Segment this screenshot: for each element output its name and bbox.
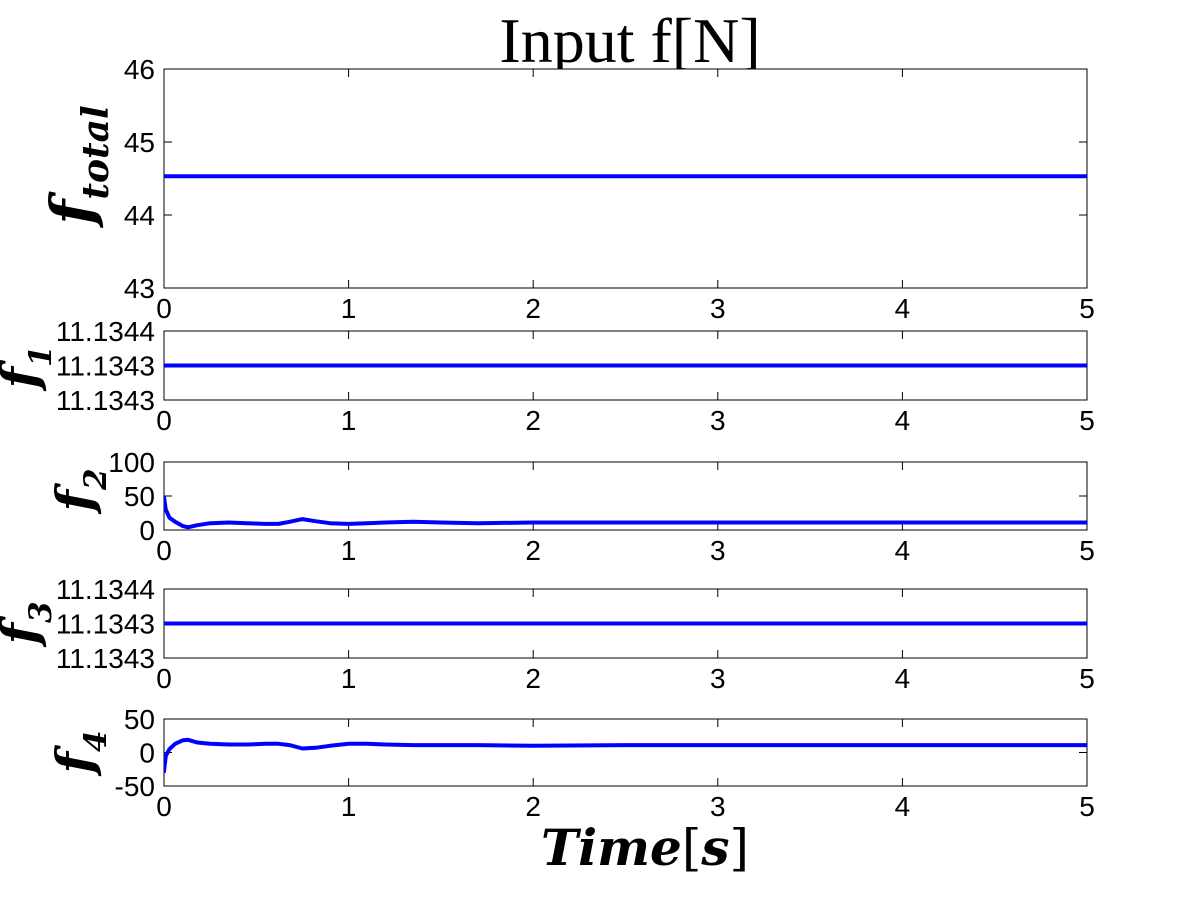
x-tick-label: 1 bbox=[341, 663, 357, 694]
y-tick-label: 11.1343 bbox=[56, 385, 155, 416]
x-tick-label: 2 bbox=[525, 535, 541, 566]
y-tick-label: 50 bbox=[124, 704, 155, 735]
axes-frame bbox=[163, 68, 1088, 289]
x-axis-label-open: [ bbox=[682, 819, 702, 877]
x-tick-label: 3 bbox=[710, 293, 726, 324]
x-axis-label-unit: s bbox=[700, 818, 729, 877]
x-tick-label: 0 bbox=[156, 663, 172, 694]
y-axis-label-subscript: 2 bbox=[78, 468, 114, 491]
y-tick-label: 50 bbox=[124, 481, 155, 512]
y-tick-label: 43 bbox=[124, 273, 155, 304]
x-tick-label: 3 bbox=[710, 535, 726, 566]
x-tick-label: 5 bbox=[1079, 535, 1095, 566]
x-tick-label: 0 bbox=[156, 791, 172, 822]
x-tick-label: 3 bbox=[710, 405, 726, 436]
y-axis-label-subscript: total bbox=[75, 105, 117, 199]
y-tick-label: 100 bbox=[108, 447, 155, 478]
x-tick-label: 0 bbox=[156, 405, 172, 436]
y-axis-label-subscript: 4 bbox=[78, 730, 114, 752]
x-tick-label: 3 bbox=[710, 663, 726, 694]
y-tick-label: 11.1343 bbox=[56, 643, 155, 674]
x-tick-label: 4 bbox=[895, 663, 911, 694]
y-tick-label: 11.1344 bbox=[56, 574, 155, 605]
x-axis-label-close: ] bbox=[730, 819, 750, 877]
y-tick-label: 0 bbox=[139, 515, 155, 546]
series-line bbox=[164, 495, 1087, 530]
x-axis-label: Time[s] bbox=[541, 818, 749, 877]
x-tick-label: 2 bbox=[525, 791, 541, 822]
x-tick-label: 4 bbox=[895, 535, 911, 566]
x-axis-label-main: Time bbox=[541, 818, 682, 877]
y-axis-label-subscript: 1 bbox=[23, 345, 59, 367]
y-tick-label: 11.1343 bbox=[56, 351, 155, 382]
x-tick-label: 1 bbox=[341, 791, 357, 822]
x-tick-label: 5 bbox=[1079, 791, 1095, 822]
y-tick-label: 0 bbox=[139, 738, 155, 769]
x-tick-label: 0 bbox=[156, 293, 172, 324]
x-tick-label: 1 bbox=[341, 405, 357, 436]
y-axis-label-subscript: 3 bbox=[23, 601, 59, 623]
x-tick-label: 2 bbox=[525, 405, 541, 436]
x-tick-label: 4 bbox=[895, 293, 911, 324]
y-tick-label: 11.1343 bbox=[56, 609, 155, 640]
x-tick-label: 4 bbox=[895, 791, 911, 822]
y-tick-label: 11.1344 bbox=[56, 316, 155, 347]
y-tick-label: 46 bbox=[124, 54, 155, 85]
x-tick-label: 0 bbox=[156, 535, 172, 566]
figure-title: Input f[N] bbox=[499, 5, 760, 76]
y-tick-label: -50 bbox=[115, 771, 155, 802]
x-tick-label: 5 bbox=[1079, 293, 1095, 324]
x-tick-label: 1 bbox=[341, 535, 357, 566]
x-tick-label: 3 bbox=[710, 791, 726, 822]
series-line bbox=[164, 737, 1087, 774]
x-tick-label: 5 bbox=[1079, 405, 1095, 436]
x-tick-label: 2 bbox=[525, 293, 541, 324]
x-tick-label: 4 bbox=[895, 405, 911, 436]
axes-frame bbox=[163, 718, 1088, 787]
axes-frame bbox=[163, 461, 1088, 531]
x-tick-label: 5 bbox=[1079, 663, 1095, 694]
y-tick-label: 44 bbox=[124, 200, 155, 231]
y-tick-label: 45 bbox=[124, 127, 155, 158]
x-tick-label: 2 bbox=[525, 663, 541, 694]
x-tick-label: 1 bbox=[341, 293, 357, 324]
